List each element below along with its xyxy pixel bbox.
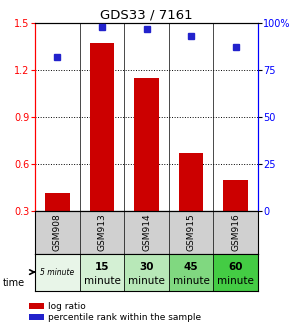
Text: GSM913: GSM913	[98, 214, 106, 251]
Text: percentile rank within the sample: percentile rank within the sample	[48, 313, 202, 322]
Text: time: time	[3, 278, 25, 288]
Bar	[90, 43, 114, 211]
Text: 45: 45	[184, 262, 198, 271]
Text: 5 minute: 5 minute	[40, 267, 74, 277]
Bar	[223, 180, 248, 211]
Bar	[169, 253, 213, 291]
Title: GDS33 / 7161: GDS33 / 7161	[100, 9, 193, 22]
Bar	[35, 253, 80, 291]
Text: 30: 30	[139, 262, 154, 271]
Bar	[124, 253, 169, 291]
Text: 60: 60	[228, 262, 243, 271]
Text: GSM915: GSM915	[187, 214, 195, 251]
Text: 15: 15	[95, 262, 109, 271]
Text: GSM916: GSM916	[231, 214, 240, 251]
Text: GSM914: GSM914	[142, 214, 151, 251]
Bar	[134, 78, 159, 211]
Bar	[80, 253, 124, 291]
Text: minute: minute	[173, 276, 209, 286]
Bar	[45, 193, 70, 211]
Bar	[213, 253, 258, 291]
Text: GSM908: GSM908	[53, 214, 62, 251]
Text: minute: minute	[217, 276, 254, 286]
Text: log ratio: log ratio	[48, 302, 86, 311]
Text: minute: minute	[84, 276, 120, 286]
Text: minute: minute	[128, 276, 165, 286]
Bar	[179, 153, 203, 211]
